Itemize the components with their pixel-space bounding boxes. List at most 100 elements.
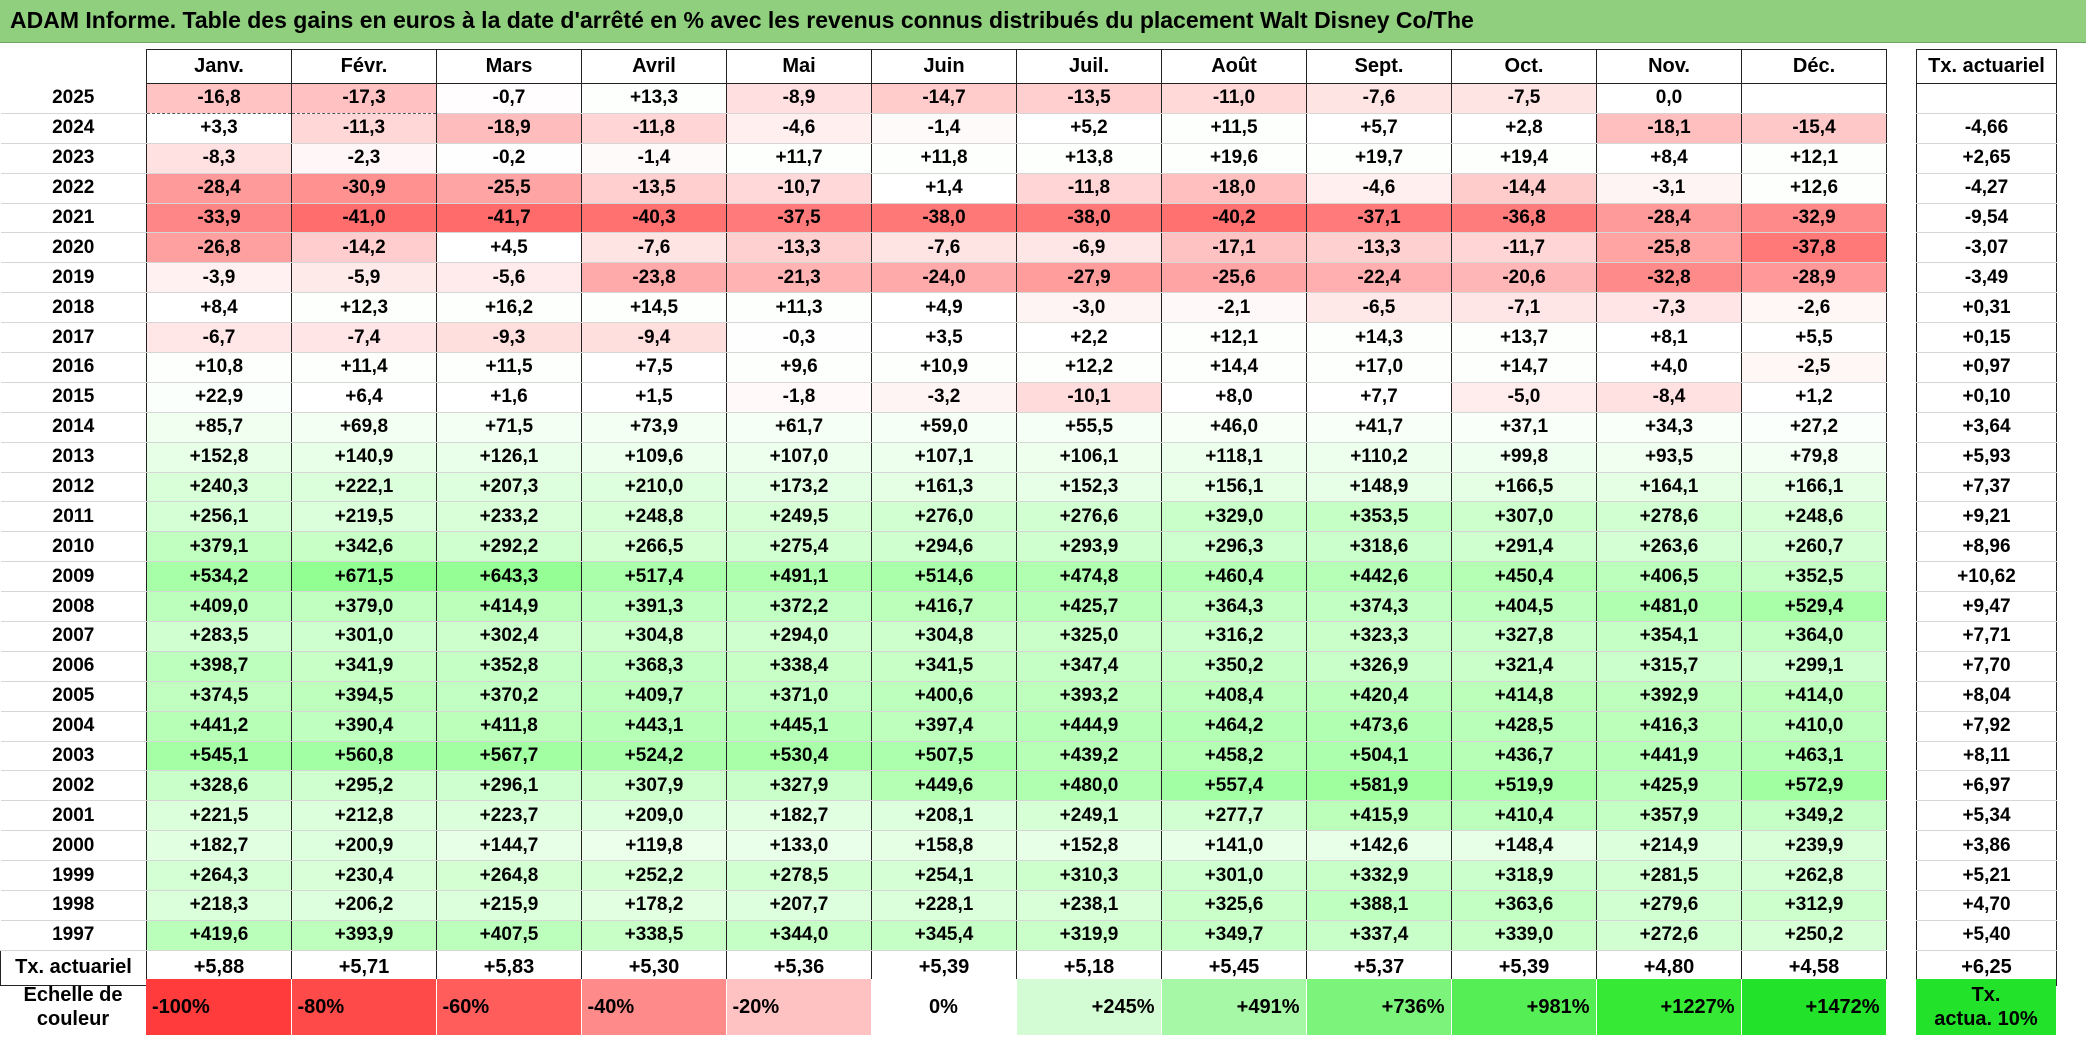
gain-cell: +260,7 xyxy=(1741,531,1887,563)
gain-cell: +142,6 xyxy=(1306,830,1452,862)
gain-cell: +4,5 xyxy=(436,232,582,264)
gap xyxy=(1887,592,1917,622)
gain-cell: +99,8 xyxy=(1451,442,1597,473)
gain-cell: +379,0 xyxy=(291,591,437,623)
gain-cell: +252,2 xyxy=(581,860,727,892)
color-scale-row: Echelle de couleur -100% -80% -60% -40% -20% 0%… xyxy=(0,979,2056,1035)
annual-rate-cell: +0,10 xyxy=(1916,382,2057,413)
gain-cell: +349,2 xyxy=(1741,800,1887,832)
gain-cell: +209,0 xyxy=(581,800,727,832)
gain-cell: +341,5 xyxy=(871,651,1017,682)
table-row: 2021 -33,9 -41,0 -41,7 -40,3 -37,5 -38,0 -38,0-… xyxy=(0,203,2057,234)
gain-cell: +1,2 xyxy=(1741,382,1887,413)
year-label: 2016 xyxy=(0,352,147,383)
annual-rate-cell: +5,93 xyxy=(1916,442,2057,473)
gain-cell: +11,4 xyxy=(291,352,437,383)
scale-annual-line1: Tx. xyxy=(1971,984,2001,1006)
scale-swatch: -60% xyxy=(436,979,582,1035)
gain-cell: +341,9 xyxy=(291,651,437,682)
gain-cell: +46,0 xyxy=(1161,412,1307,443)
gain-cell: +436,7 xyxy=(1451,741,1597,772)
year-label: 2013 xyxy=(0,442,147,473)
gain-cell: +491,1 xyxy=(726,561,872,593)
gain-cell: +338,4 xyxy=(726,651,872,682)
gain-cell: +161,3 xyxy=(871,472,1017,503)
gap xyxy=(1887,143,1917,173)
gain-cell: -41,0 xyxy=(291,203,437,234)
annual-rate-cell: +6,97 xyxy=(1916,770,2057,802)
gain-cell: +572,9 xyxy=(1741,770,1887,802)
gain-cell: +207,7 xyxy=(726,890,872,921)
year-label: 2012 xyxy=(0,472,147,503)
table-row: 2015 +22,9 +6,4 +1,6 +1,5 -1,8 -3,2 -10,1 +8,0 +7… xyxy=(0,382,2057,413)
annual-rate-cell: +10,62 xyxy=(1916,561,2057,593)
table-row: 2001 +221,5 +212,8 +223,7 +209,0 +182,7 +208,1… xyxy=(0,800,2057,832)
gain-cell: +106,1 xyxy=(1016,442,1162,473)
year-label: 2014 xyxy=(0,412,147,443)
annual-rate-cell: +4,70 xyxy=(1916,890,2057,921)
gain-cell: +319,9 xyxy=(1016,920,1162,951)
gain-cell: +294,0 xyxy=(726,621,872,652)
gain-cell: +326,9 xyxy=(1306,651,1452,682)
gain-cell: +372,2 xyxy=(726,591,872,623)
gain-cell: +110,2 xyxy=(1306,442,1452,473)
gain-cell: +441,2 xyxy=(146,711,292,742)
gain-cell: -28,4 xyxy=(146,173,292,204)
gain-cell: +299,1 xyxy=(1741,651,1887,682)
gain-cell: +93,5 xyxy=(1596,442,1742,473)
gain-cell: +230,4 xyxy=(291,860,437,892)
gain-cell: +13,7 xyxy=(1451,322,1597,354)
month-header: Nov. xyxy=(1596,49,1742,84)
gain-cell: -22,4 xyxy=(1306,262,1452,294)
gain-cell: +210,0 xyxy=(581,472,727,503)
gain-cell: +212,8 xyxy=(291,800,437,832)
gain-cell: -8,4 xyxy=(1596,382,1742,413)
gain-cell: +442,6 xyxy=(1306,561,1452,593)
gain-cell: +344,0 xyxy=(726,920,872,951)
year-label: 2010 xyxy=(0,531,147,563)
gain-cell: +410,0 xyxy=(1741,711,1887,742)
gain-cell: +507,5 xyxy=(871,741,1017,772)
gap xyxy=(1887,562,1917,592)
gain-cell: +248,6 xyxy=(1741,501,1887,533)
gain-cell: +264,8 xyxy=(436,860,582,892)
scale-label-line2: couleur xyxy=(36,1008,110,1030)
scale-swatch: +981% xyxy=(1451,979,1597,1035)
gain-cell: +17,0 xyxy=(1306,352,1452,383)
gain-cell: +302,4 xyxy=(436,621,582,652)
gain-cell: +517,4 xyxy=(581,561,727,593)
scale-swatch: -40% xyxy=(581,979,727,1035)
gain-cell: +443,1 xyxy=(581,711,727,742)
scale-swatch: +736% xyxy=(1306,979,1452,1035)
header-corner xyxy=(1,50,147,84)
gain-cell: -13,5 xyxy=(581,173,727,204)
gain-cell: -1,4 xyxy=(581,143,727,174)
gain-cell: +12,6 xyxy=(1741,173,1887,204)
gain-cell: +318,9 xyxy=(1451,860,1597,892)
gain-cell: +370,2 xyxy=(436,681,582,712)
gain-cell: +315,7 xyxy=(1596,651,1742,682)
gain-cell: +11,8 xyxy=(871,143,1017,174)
gain-cell: +371,0 xyxy=(726,681,872,712)
gain-cell: +275,4 xyxy=(726,531,872,563)
gain-cell: -20,6 xyxy=(1451,262,1597,294)
annual-rate-cell: +0,97 xyxy=(1916,352,2057,383)
gap xyxy=(1887,711,1917,741)
gain-cell: -11,0 xyxy=(1161,83,1307,114)
gain-cell: +223,7 xyxy=(436,800,582,832)
gain-cell: +164,1 xyxy=(1596,472,1742,503)
gain-cell: +27,2 xyxy=(1741,412,1887,443)
gain-cell: -0,2 xyxy=(436,143,582,174)
gain-cell: +152,8 xyxy=(146,442,292,473)
annual-rate-cell: -4,66 xyxy=(1916,113,2057,144)
gain-cell: +278,5 xyxy=(726,860,872,892)
table-row: 2017 -6,7 -7,4 -9,3 -9,4 -0,3 +3,5 +2,2 +12,1 +14… xyxy=(0,322,2057,354)
gain-cell: +428,5 xyxy=(1451,711,1597,742)
annual-rate-cell: +9,47 xyxy=(1916,591,2057,623)
month-header: Sept. xyxy=(1306,49,1452,84)
gain-cell: +318,6 xyxy=(1306,531,1452,563)
year-label: 2015 xyxy=(0,382,147,413)
gain-cell: -14,4 xyxy=(1451,173,1597,204)
gain-cell: +441,9 xyxy=(1596,741,1742,772)
year-label: 1998 xyxy=(0,890,147,921)
